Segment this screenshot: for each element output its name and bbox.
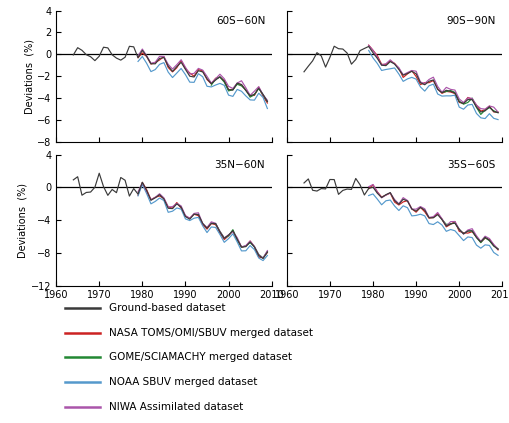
Text: 60S−60N: 60S−60N bbox=[215, 16, 265, 26]
Text: Ground-based dataset: Ground-based dataset bbox=[109, 303, 225, 313]
Text: NOAA SBUV merged dataset: NOAA SBUV merged dataset bbox=[109, 377, 257, 387]
Text: 90S−90N: 90S−90N bbox=[446, 16, 495, 26]
Y-axis label: Deviations  (%): Deviations (%) bbox=[24, 38, 34, 113]
Text: NASA TOMS/OMI/SBUV merged dataset: NASA TOMS/OMI/SBUV merged dataset bbox=[109, 328, 313, 338]
Text: NIWA Assimilated dataset: NIWA Assimilated dataset bbox=[109, 401, 243, 412]
Y-axis label: Deviations  (%): Deviations (%) bbox=[18, 183, 28, 258]
Text: 35N−60N: 35N−60N bbox=[214, 160, 265, 170]
Text: 35S−60S: 35S−60S bbox=[446, 160, 495, 170]
Text: GOME/SCIAMACHY merged dataset: GOME/SCIAMACHY merged dataset bbox=[109, 352, 292, 363]
